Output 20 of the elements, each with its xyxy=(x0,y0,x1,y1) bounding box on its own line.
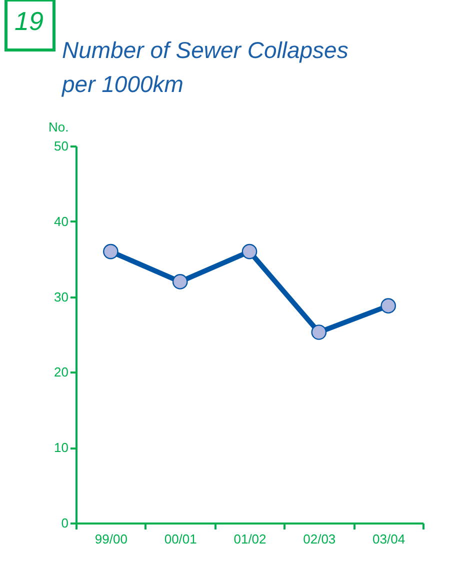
x-tick-label: 02/03 xyxy=(303,532,336,546)
y-tick-label: 40 xyxy=(54,214,68,229)
y-tick-label: 30 xyxy=(54,289,68,304)
y-tick-label: 50 xyxy=(54,138,68,154)
point xyxy=(103,244,118,260)
x-tick-label: 03/04 xyxy=(372,532,406,546)
text: 19 xyxy=(14,6,44,36)
y-tick-label: 20 xyxy=(54,364,68,380)
text: per 1000km xyxy=(62,71,184,97)
x-tick-label: 00/01 xyxy=(164,532,197,546)
point xyxy=(380,298,396,314)
y-tick-label: 10 xyxy=(54,440,68,456)
point xyxy=(311,324,327,340)
point xyxy=(172,274,188,290)
text: Number of Sewer Collapses xyxy=(62,37,348,63)
y-axis-title: No. xyxy=(48,120,69,134)
x-tick-label: 99/00 xyxy=(94,532,128,546)
x-tick-label: 01/02 xyxy=(234,532,266,546)
point xyxy=(242,244,258,260)
y-tick-label: 0 xyxy=(61,516,68,530)
